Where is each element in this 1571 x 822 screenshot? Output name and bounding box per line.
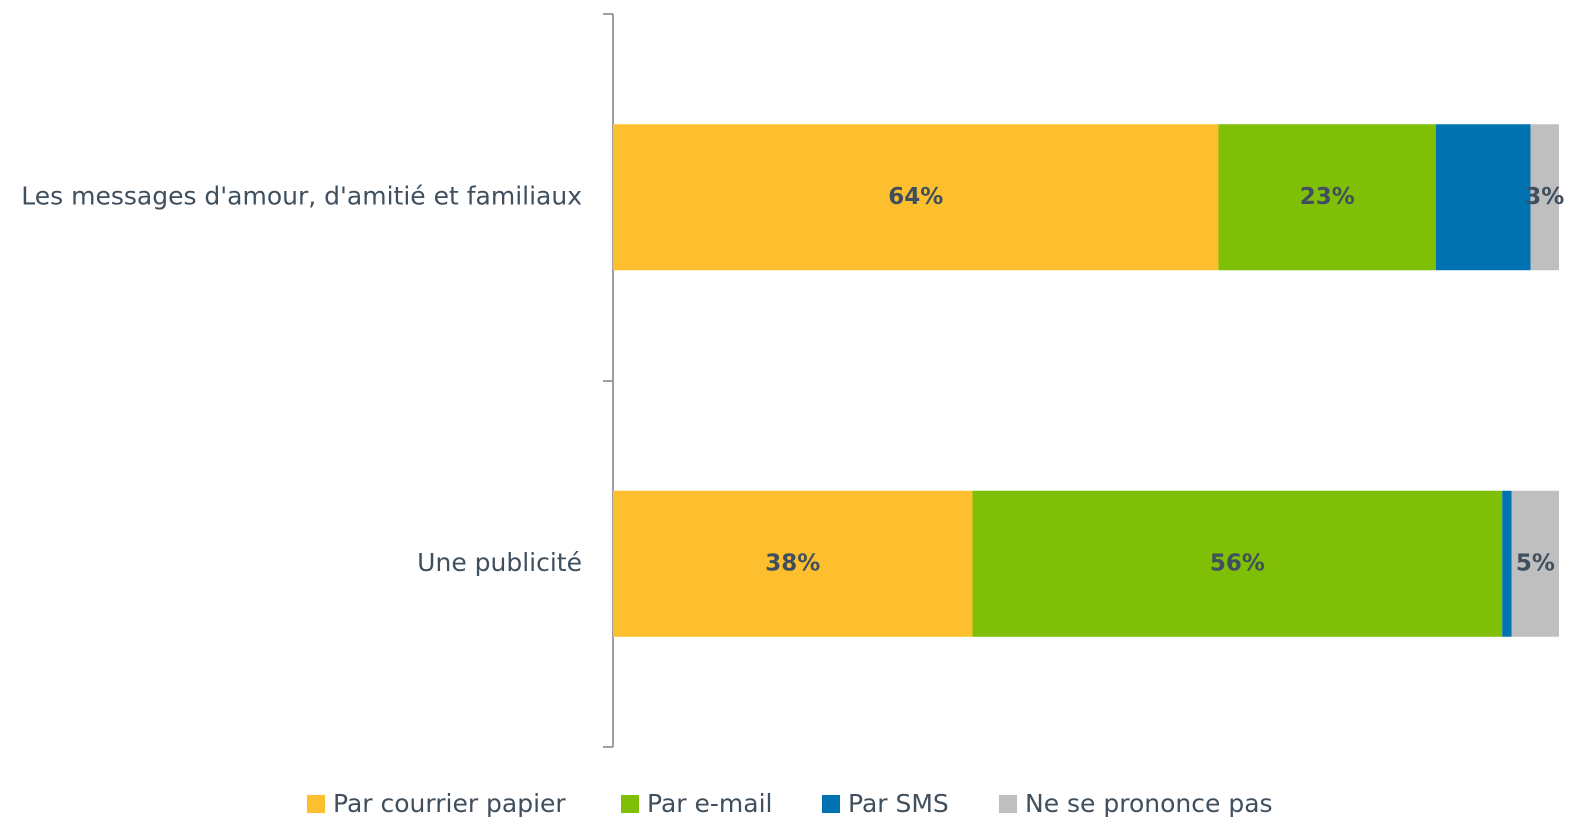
bar-segment: [1436, 124, 1531, 271]
bar-segment: [1530, 124, 1559, 271]
data-label: 5%: [1516, 550, 1555, 576]
data-label: 23%: [1300, 184, 1355, 210]
bar-segment: [1511, 490, 1559, 637]
legend-swatch: [307, 795, 325, 813]
legend-label: Par e-mail: [647, 789, 772, 818]
data-label: 38%: [765, 550, 820, 576]
category-label: Une publicité: [417, 548, 582, 577]
legend-swatch: [999, 795, 1017, 813]
bar-segment: [1502, 490, 1512, 637]
legend-swatch: [822, 795, 840, 813]
data-label: 64%: [888, 184, 943, 210]
legend-label: Par courrier papier: [333, 789, 566, 818]
bar-segment: [613, 490, 973, 637]
category-label: Les messages d'amour, d'amitié et famili…: [21, 181, 582, 210]
legend-label: Par SMS: [848, 789, 949, 818]
bar-segment: [1218, 124, 1437, 271]
legend-swatch: [621, 795, 639, 813]
bar-segment: [972, 490, 1503, 637]
axis: [603, 13, 614, 748]
bar-segment: [613, 124, 1219, 271]
legend-label: Ne se prononce pas: [1025, 789, 1273, 818]
data-label: 3%: [1525, 184, 1564, 210]
data-label: 56%: [1210, 550, 1265, 576]
